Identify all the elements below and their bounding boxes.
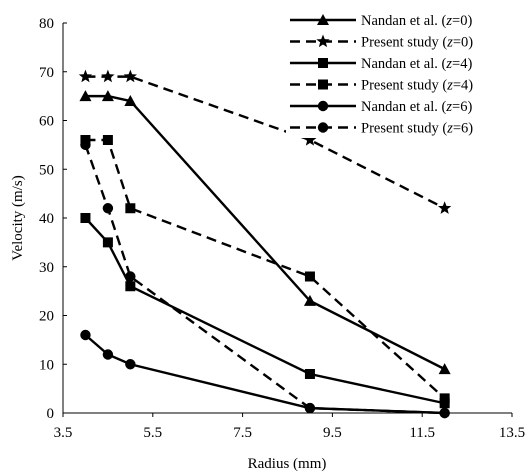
legend-label-variable: z	[445, 13, 452, 29]
series-line	[84, 144, 445, 415]
series-1	[79, 90, 451, 375]
y-tick-label: 80	[39, 16, 54, 32]
data-point-triangle	[79, 90, 92, 102]
series-line	[85, 138, 446, 400]
data-point-star	[303, 133, 317, 146]
y-tick-label: 30	[39, 260, 54, 276]
legend-label-suffix: =6)	[452, 99, 472, 115]
x-tick-label: 5.5	[143, 425, 162, 441]
legend-label: Present study (z=0)	[361, 35, 473, 51]
y-tick-label: 60	[39, 114, 54, 130]
legend-label: Nandan et al. (z=6)	[361, 99, 472, 115]
legend-label-suffix: =4)	[453, 78, 473, 94]
x-axis-title: Radius (mm)	[248, 456, 327, 472]
data-point-star	[437, 201, 452, 214]
data-point-circle	[125, 271, 136, 282]
legend-label-suffix: =0)	[452, 13, 472, 29]
y-tick-label: 70	[39, 65, 54, 81]
legend-marker	[318, 58, 328, 68]
legend-label: Present study (z=6)	[361, 121, 473, 137]
series-6	[80, 139, 450, 419]
x-tick-label: 11.5	[409, 425, 435, 441]
legend-label-suffix: =0)	[453, 35, 473, 51]
data-point-circle	[80, 139, 91, 151]
legend-label-suffix: =6)	[453, 121, 473, 137]
series-2	[78, 69, 452, 214]
y-tick-label: 40	[39, 211, 54, 227]
series-layer	[78, 69, 452, 419]
data-point-triangle	[303, 294, 316, 306]
data-point-star	[123, 69, 138, 83]
legend-label: Present study (z=4)	[361, 78, 473, 94]
data-point-triangle	[124, 95, 137, 106]
data-point-square	[80, 213, 91, 223]
axis-ticks: 0 10 20 30 40 50 60 70 80 3.5 5.5 7.5 9.5 11.5 13.5	[39, 16, 525, 441]
legend-label: Nandan et al. (z=0)	[361, 13, 472, 29]
legend-label-variable: z	[446, 78, 453, 94]
y-axis-title: Velocity (m/s)	[10, 175, 26, 260]
data-point-square	[304, 271, 315, 282]
legend-label-variable: z	[445, 56, 452, 72]
legend-label-suffix: =4)	[452, 56, 472, 72]
legend: Nandan et al. (z=0)Present study (z=0)Na…	[286, 8, 518, 138]
legend-label-variable: z	[445, 99, 452, 115]
x-tick-label: 9.5	[323, 425, 342, 441]
legend-marker	[318, 79, 328, 90]
data-point-square	[439, 393, 450, 404]
y-tick-label: 0	[47, 406, 55, 422]
data-point-triangle	[101, 90, 114, 102]
legend-label-prefix: Nandan et al. (	[361, 56, 447, 72]
legend-label-variable: z	[446, 35, 453, 51]
legend-marker	[316, 34, 330, 48]
legend-label-prefix: Present study (	[361, 121, 447, 137]
legend-label-prefix: Present study (	[361, 35, 447, 51]
x-tick-label: 7.5	[233, 425, 252, 441]
legend-marker	[317, 100, 329, 112]
legend-label-variable: z	[446, 121, 453, 137]
data-point-circle	[80, 329, 91, 341]
x-tick-label: 13.5	[499, 425, 525, 441]
data-point-square	[102, 237, 113, 248]
y-tick-label: 20	[39, 309, 54, 325]
data-point-square	[102, 135, 113, 145]
data-point-circle	[102, 349, 114, 360]
data-point-square	[125, 203, 136, 214]
legend-background	[286, 8, 518, 138]
data-point-star	[78, 69, 93, 83]
series-3	[80, 213, 450, 409]
data-point-star	[101, 69, 115, 83]
data-point-triangle	[438, 363, 451, 375]
legend-marker	[317, 14, 329, 25]
data-point-circle	[102, 203, 114, 214]
legend-marker	[317, 122, 329, 133]
legend-label-prefix: Present study (	[361, 78, 447, 94]
legend-label-prefix: Nandan et al. (	[361, 99, 447, 115]
data-point-circle	[439, 407, 450, 419]
x-tick-label: 3.5	[54, 425, 73, 441]
series-4	[80, 135, 450, 404]
data-point-square	[125, 281, 136, 292]
legend-label: Nandan et al. (z=4)	[361, 56, 472, 72]
data-point-circle	[125, 359, 136, 370]
y-tick-label: 50	[39, 162, 54, 178]
legend-label-prefix: Nandan et al. (	[361, 13, 447, 29]
data-point-square	[304, 369, 315, 379]
y-tick-label: 10	[39, 357, 54, 373]
data-point-circle	[304, 402, 316, 414]
